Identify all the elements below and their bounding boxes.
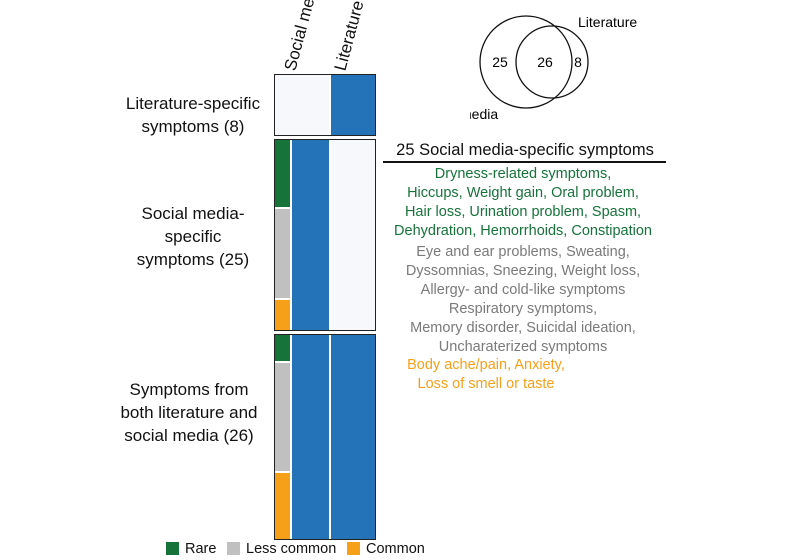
frequency-segment-common (275, 473, 290, 539)
frequency-segment-rare (275, 140, 290, 207)
frequency-segment-common (275, 300, 290, 330)
legend-label-less-common: Less common (246, 541, 337, 557)
row-frame (274, 139, 376, 331)
row-frame (274, 74, 376, 136)
venn-diagram: 25 26 8 Literature Social media (470, 14, 637, 122)
venn-count-both: 26 (537, 54, 553, 70)
cell-social-media-present (292, 335, 329, 539)
cell-literature-present (331, 75, 375, 135)
rare-symptom-list: Dryness-related symptoms, Hiccups, Weigh… (394, 166, 652, 239)
column-header-literature: Literature (330, 0, 368, 73)
common-symptom-list: Body ache/pain, Anxiety, Loss of smell o… (407, 357, 565, 392)
legend: Rare Less common Common (0, 540, 800, 558)
cell-literature-absent (331, 140, 375, 330)
legend-swatch-less-common (227, 542, 240, 555)
row-label-both: Symptoms from both literature and social… (120, 380, 258, 445)
venn-circle-social-media (479, 15, 573, 109)
row-label-literature-specific: Literature-specific symptoms (8) (125, 94, 261, 136)
frequency-segment-less-common (275, 363, 290, 471)
frequency-bar-empty (275, 75, 291, 135)
legend-label-rare: Rare (185, 541, 217, 557)
less-common-symptom-list: Eye and ear problems, Sweating, Dyssomni… (405, 244, 641, 355)
venn-count-social-media-only: 25 (492, 54, 508, 70)
venn-label-literature: Literature (578, 14, 637, 30)
frequency-segment-less-common (275, 209, 290, 298)
legend-swatch-common (347, 542, 360, 555)
cell-literature-present (331, 335, 375, 539)
list-title: 25 Social media-specific symptoms (396, 141, 654, 159)
legend-label-common: Common (366, 541, 425, 557)
venn-count-literature-only: 8 (574, 54, 582, 70)
venn-circle-literature (515, 25, 589, 99)
row-label-social-media-specific: Social media- specific symptoms (25) (136, 204, 250, 269)
row-frame (274, 334, 376, 540)
venn-label-social-media: Social media (470, 106, 498, 122)
legend-swatch-rare (166, 542, 179, 555)
frequency-segment-rare (275, 335, 290, 361)
cell-social-media-present (292, 140, 329, 330)
column-header-social-media: Social media (280, 0, 325, 73)
cell-social-media-absent (291, 75, 329, 135)
list-title-underline (383, 161, 666, 163)
